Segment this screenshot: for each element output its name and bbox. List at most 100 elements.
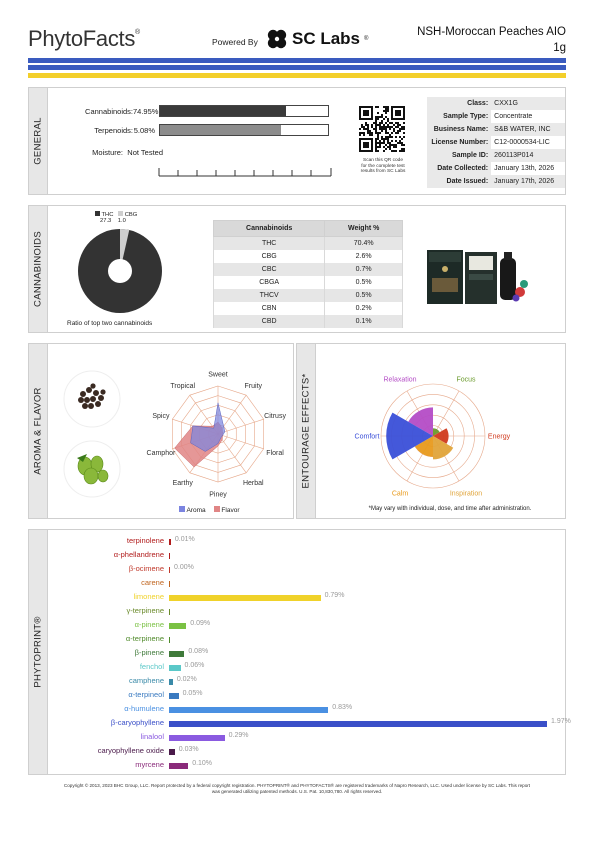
sc-labs-logo: SC Labs ® bbox=[266, 28, 368, 50]
terpene-name: terpinolene bbox=[126, 536, 164, 545]
radar-axis-label: Floral bbox=[266, 450, 284, 457]
entourage-panel: ENTOURAGE EFFECTS* Relaxation Focus Energy… bbox=[296, 343, 566, 519]
terpene-name: β-caryophyllene bbox=[110, 718, 164, 727]
aroma-radar-chart: Sweet Fruity Citrusy Floral Herbal Piney Earth… bbox=[147, 372, 287, 499]
terpene-bar bbox=[169, 567, 170, 573]
table-cell: CBN bbox=[212, 302, 326, 315]
terpene-value: 0.00% bbox=[174, 564, 194, 571]
terpene-value: 0.03% bbox=[178, 746, 199, 753]
cannabinoids-value: 74.95% bbox=[133, 107, 159, 116]
terpenoids-bar bbox=[159, 124, 329, 136]
info-row: Date Issued: January 17th, 2026 bbox=[427, 175, 565, 188]
hops-image bbox=[63, 440, 121, 498]
radar-spoke bbox=[217, 433, 264, 450]
info-key: Date Issued: bbox=[427, 175, 492, 188]
terpene-row: caryophyllene oxide 0.03% bbox=[75, 746, 585, 760]
sample-info-table: Class: CXX1G Sample Type: Concentrate Busine… bbox=[427, 97, 565, 188]
table-row: CBD 0.1% bbox=[212, 315, 403, 328]
qr-caption: Scan this QR code for the complete test re… bbox=[360, 158, 406, 175]
moisture-scale bbox=[158, 168, 332, 177]
qr-code-icon[interactable] bbox=[359, 106, 405, 152]
radar-axis-label: Citrusy bbox=[264, 413, 286, 420]
table-row: CBGA 0.5% bbox=[212, 276, 403, 289]
phytoprint-panel: PHYTOPRINT® terpinolene 0.01% α-phellandre… bbox=[28, 529, 571, 775]
table-cell: 0.1% bbox=[324, 315, 403, 328]
terpene-value: 0.79% bbox=[324, 592, 345, 599]
pie-hole bbox=[108, 259, 132, 283]
info-row: Sample ID: 260113P014 bbox=[427, 149, 565, 162]
terpene-row: α-phellandrene bbox=[75, 550, 585, 564]
radar-axis-label: Camphor bbox=[147, 450, 176, 457]
product-title: NSH-Moroccan Peaches AIO 1g bbox=[417, 26, 566, 54]
radar-axis-label: Herbal bbox=[243, 480, 264, 487]
table-cell: 0.7% bbox=[324, 263, 403, 276]
aroma-panel: AROMA & FLAVOR Sweet Fruity Citrusy Floral H… bbox=[28, 343, 294, 519]
terpene-name: α-phellandrene bbox=[113, 550, 164, 559]
terpene-name: β-ocimene bbox=[128, 564, 164, 573]
thc-legend-value: 27.3 bbox=[100, 218, 112, 224]
info-row: Sample Type: Concentrate bbox=[427, 110, 565, 123]
table-cell: 2.6% bbox=[324, 250, 403, 263]
table-cell: 70.4% bbox=[324, 236, 403, 250]
table-cell: 0.5% bbox=[324, 289, 403, 302]
terpene-row: α-humulene 0.83% bbox=[75, 704, 585, 718]
terpene-bar bbox=[169, 693, 179, 699]
terpene-value: 0.06% bbox=[184, 662, 205, 669]
table-cell: 0.2% bbox=[324, 302, 403, 315]
terpenoids-label: Terpenoids: bbox=[94, 126, 133, 135]
effect-wedge bbox=[433, 436, 454, 460]
terpene-name: α-terpinene bbox=[125, 634, 164, 643]
aroma-swatch bbox=[179, 506, 185, 512]
terpene-row: fenchol 0.06% bbox=[75, 662, 585, 676]
effect-label: Relaxation bbox=[383, 376, 416, 383]
effect-label: Comfort bbox=[355, 434, 380, 441]
effect-wedge bbox=[433, 428, 449, 444]
terpene-value: 0.02% bbox=[176, 676, 197, 683]
phytoprint-side-label: PHYTOPRINT® bbox=[29, 530, 48, 774]
info-key: Business Name: bbox=[427, 123, 492, 136]
terpene-bar bbox=[169, 609, 170, 615]
terpene-bar bbox=[169, 665, 181, 671]
terpene-bar bbox=[169, 707, 329, 713]
radar-axis-label: Sweet bbox=[208, 372, 228, 379]
terpene-name: linalool bbox=[140, 732, 164, 741]
terpene-value: 0.05% bbox=[182, 690, 203, 697]
aroma-legend-item: Aroma bbox=[179, 506, 206, 514]
table-header: Weight % bbox=[324, 220, 403, 237]
general-side-label: GENERAL bbox=[29, 88, 48, 194]
terpene-value: 0.01% bbox=[174, 536, 195, 543]
cbg-swatch bbox=[118, 211, 124, 216]
terpene-value: 0.29% bbox=[228, 732, 249, 739]
terpenoids-value: 5.08% bbox=[133, 126, 155, 135]
aroma-side-label: AROMA & FLAVOR bbox=[29, 344, 48, 518]
effect-wedge bbox=[414, 436, 433, 457]
table-row: CBN 0.2% bbox=[212, 302, 403, 315]
brand-logo: PhytoFacts® bbox=[28, 26, 140, 51]
radar-axis-label: Fruity bbox=[245, 383, 263, 390]
terpene-bar bbox=[169, 595, 321, 601]
table-row: CBG 2.6% bbox=[212, 250, 403, 263]
terpene-name: caryophyllene oxide bbox=[97, 746, 164, 755]
terpene-bar bbox=[169, 539, 171, 545]
terpene-row: β-ocimene 0.00% bbox=[75, 564, 585, 578]
terpene-row: α-terpinene bbox=[75, 634, 585, 648]
info-row: Business Name: S&B WATER, INC bbox=[427, 123, 565, 136]
info-key: Date Collected: bbox=[427, 162, 492, 175]
cannabinoid-pie bbox=[78, 229, 162, 313]
info-value: January 13th, 2026 bbox=[494, 165, 555, 172]
terpene-bar bbox=[169, 679, 173, 685]
flavor-legend-item: Flavor bbox=[213, 506, 239, 514]
cannabinoid-table: Cannabinoids Weight % THC 70.4% CBG 2.6% CBC 0.… bbox=[212, 220, 403, 328]
cbg-legend-value: 1.0 bbox=[117, 218, 126, 224]
radar-axis-label: Earthy bbox=[173, 480, 194, 487]
table-header: Cannabinoids bbox=[212, 220, 326, 237]
terpene-name: α-terpineol bbox=[128, 690, 164, 699]
terpene-bar bbox=[169, 763, 189, 769]
radar-axis-label: Tropical bbox=[170, 383, 195, 390]
info-row: License Number: C12-0000534-LIC bbox=[427, 136, 565, 149]
terpene-value: 0.08% bbox=[188, 648, 209, 655]
table-cell: 0.5% bbox=[324, 276, 403, 289]
effect-label: Focus bbox=[456, 376, 476, 383]
effect-label: Energy bbox=[488, 434, 511, 441]
table-cell: THCV bbox=[212, 289, 326, 302]
